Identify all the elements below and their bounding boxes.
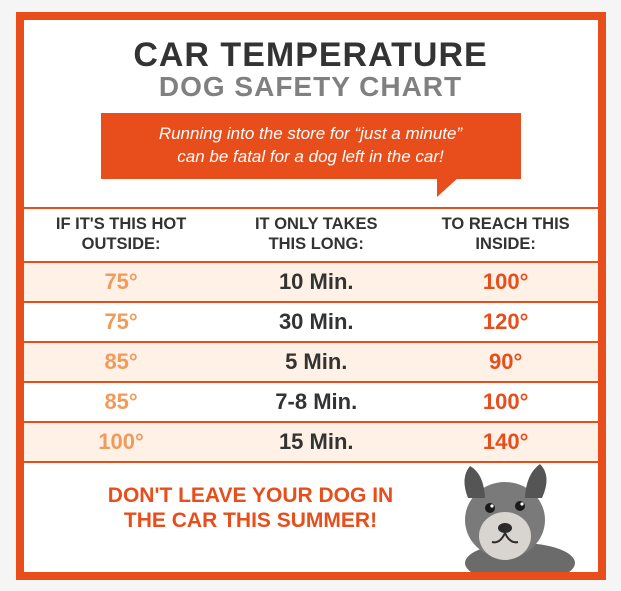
table-row: 85°5 Min.90° — [24, 343, 598, 383]
title-main: CAR TEMPERATURE — [24, 38, 598, 74]
callout-wrap: Running into the store for “just a minut… — [24, 113, 598, 179]
table-body: 75°10 Min.100°75°30 Min.120°85°5 Min.90°… — [24, 263, 598, 463]
cell-inside: 100° — [414, 389, 598, 415]
cell-time: 5 Min. — [219, 349, 414, 375]
table-header-time: IT ONLY TAKES THIS LONG: — [219, 209, 414, 261]
cell-outside: 85° — [24, 349, 219, 375]
table-row: 75°10 Min.100° — [24, 263, 598, 303]
callout-line-1: Running into the store for “just a minut… — [127, 123, 495, 146]
cell-outside: 75° — [24, 269, 219, 295]
table-header-inside: TO REACH THIS INSIDE: — [414, 209, 598, 261]
cell-outside: 85° — [24, 389, 219, 415]
cell-outside: 100° — [24, 429, 219, 455]
cell-inside: 100° — [414, 269, 598, 295]
temperature-table: IF IT'S THIS HOT OUTSIDE: IT ONLY TAKES … — [24, 207, 598, 463]
cell-time: 7-8 Min. — [219, 389, 414, 415]
title-sub: DOG SAFETY CHART — [24, 71, 598, 103]
table-header-row: IF IT'S THIS HOT OUTSIDE: IT ONLY TAKES … — [24, 207, 598, 263]
cell-outside: 75° — [24, 309, 219, 335]
table-header-outside: IF IT'S THIS HOT OUTSIDE: — [24, 209, 219, 261]
cell-inside: 120° — [414, 309, 598, 335]
cell-time: 10 Min. — [219, 269, 414, 295]
dog-icon — [430, 448, 580, 578]
cell-inside: 90° — [414, 349, 598, 375]
table-row: 75°30 Min.120° — [24, 303, 598, 343]
cell-time: 30 Min. — [219, 309, 414, 335]
callout-line-2: can be fatal for a dog left in the car! — [127, 146, 495, 169]
safety-chart-card: CAR TEMPERATURE DOG SAFETY CHART Running… — [16, 12, 606, 580]
table-row: 85°7-8 Min.100° — [24, 383, 598, 423]
cell-time: 15 Min. — [219, 429, 414, 455]
callout-bubble: Running into the store for “just a minut… — [101, 113, 521, 179]
